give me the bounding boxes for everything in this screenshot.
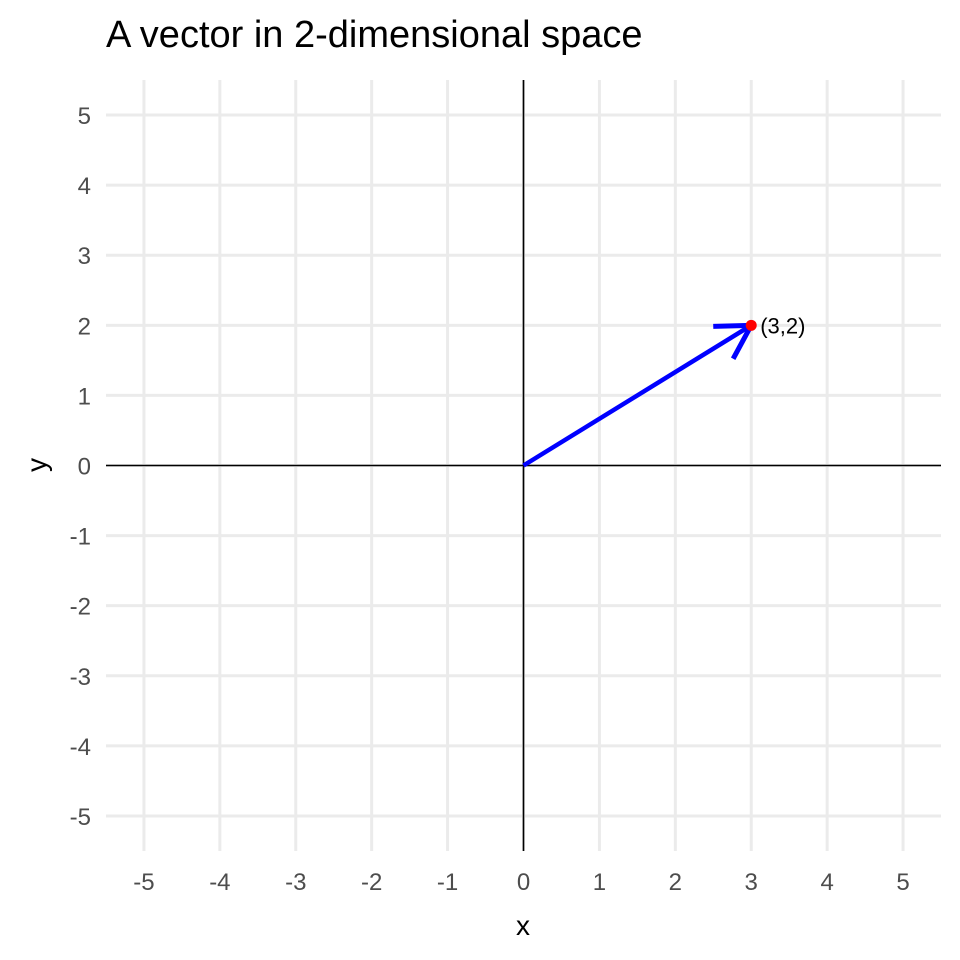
x-tick-label: 0 — [517, 869, 530, 896]
y-tick-label: -1 — [70, 524, 91, 551]
x-axis-title: x — [516, 910, 530, 941]
vector-endpoint — [745, 319, 757, 331]
y-tick-labels: -5 -4 -3 -2 -1 0 1 2 3 4 5 — [70, 103, 91, 831]
y-tick-label: 5 — [78, 103, 91, 130]
vector-line — [522, 323, 753, 468]
points: (3,2) — [745, 313, 805, 338]
x-tick-label: 3 — [745, 869, 758, 896]
y-tick-label: 4 — [78, 173, 91, 200]
x-tick-label: 4 — [820, 869, 833, 896]
x-tick-label: -2 — [361, 869, 382, 896]
y-tick-label: 0 — [78, 454, 91, 481]
y-tick-label: 2 — [78, 313, 91, 340]
y-tick-label: 1 — [78, 383, 91, 410]
x-tick-label: -5 — [133, 869, 154, 896]
x-tick-label: 1 — [593, 869, 606, 896]
y-tick-label: -3 — [70, 664, 91, 691]
y-axis-title: y — [21, 458, 52, 472]
x-tick-label: 2 — [669, 869, 682, 896]
y-tick-label: -4 — [70, 734, 91, 761]
x-tick-label: -4 — [209, 869, 230, 896]
x-tick-label: -3 — [285, 869, 306, 896]
x-tick-label: -1 — [437, 869, 458, 896]
x-tick-labels: -5 -4 -3 -2 -1 0 1 2 3 4 5 — [133, 869, 909, 896]
y-tick-label: 3 — [78, 243, 91, 270]
chart-title: A vector in 2-dimensional space — [106, 14, 643, 56]
y-tick-label: -2 — [70, 594, 91, 621]
x-tick-label: 5 — [896, 869, 909, 896]
y-tick-label: -5 — [70, 804, 91, 831]
point-label: (3,2) — [760, 313, 805, 338]
